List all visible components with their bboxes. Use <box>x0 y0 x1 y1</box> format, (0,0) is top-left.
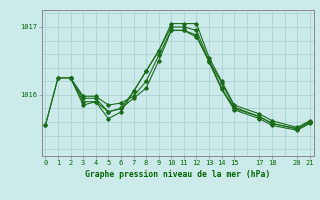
X-axis label: Graphe pression niveau de la mer (hPa): Graphe pression niveau de la mer (hPa) <box>85 170 270 179</box>
